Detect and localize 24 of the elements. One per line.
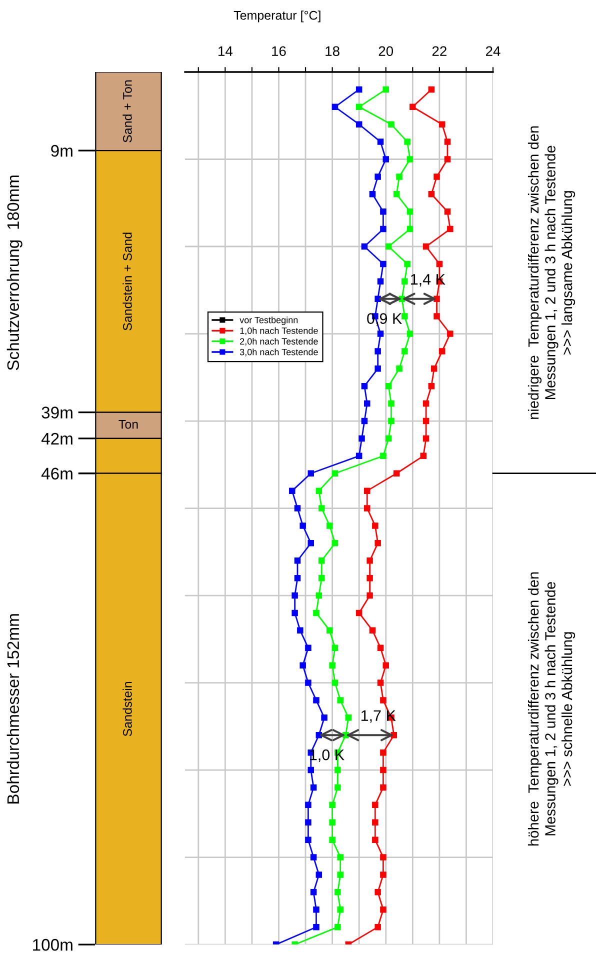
x-tick-label: 18 <box>326 46 340 56</box>
legend-label: vor Testbeginn <box>240 316 298 326</box>
x-tick-label: 20 <box>378 46 394 56</box>
x-tick-label: 22 <box>432 46 446 56</box>
x-tick-label: 16 <box>272 46 286 56</box>
text: Bohrdurchmesser 152mm <box>6 614 20 804</box>
y-tick-label: 42m <box>41 432 72 444</box>
y-tick-label: 9m <box>51 144 72 157</box>
series-label: Sandstein + Sand <box>122 232 132 330</box>
y-tick-label: 39m <box>42 406 72 418</box>
legend-label: 2,0h nach Testende <box>240 338 318 346</box>
x-tick-label: 14 <box>218 46 232 56</box>
legend-label: 3,0h nach Testende <box>240 348 318 356</box>
y-tick-label: 46m <box>41 468 72 480</box>
legend-label: 1,0h nach Testende <box>240 327 318 335</box>
text: niedrigere Temperaturdifferenz zwischen den Messungen 1, 2 und 3 h nach Testende >>> langsame Abkühlung <box>528 126 576 419</box>
series-label: Sandstein <box>122 682 132 736</box>
x-tick-label: 24 <box>486 46 500 56</box>
y-tick-label: 100m <box>33 938 72 951</box>
series-label: Sand + Ton <box>122 80 132 142</box>
x-axis-title: Temperatur [°C] <box>234 10 320 22</box>
text: höhere Temperaturdifferenz zwischen den Messungen 1, 2 und 3 h nach Testende >>> schnelle Abkühlung <box>528 572 576 846</box>
series-label: Ton <box>118 420 138 429</box>
text: Schutzverrohrung 180mm <box>6 176 22 370</box>
